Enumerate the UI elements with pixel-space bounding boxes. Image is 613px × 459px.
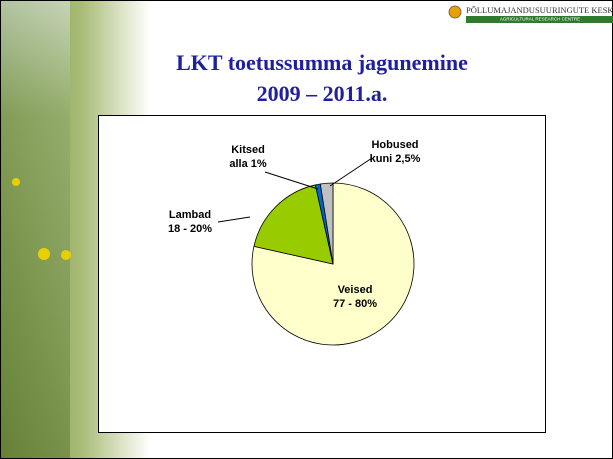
slice-label: Kitsed (231, 144, 265, 156)
org-name: PÕLLUMAJANDUSUURINGUTE KESKUS (466, 5, 613, 15)
flower (38, 248, 50, 260)
slice-label: Lambad (169, 209, 211, 221)
slice-value-label: 18 - 20% (168, 223, 212, 235)
slice-value-label: 77 - 80% (333, 298, 377, 310)
org-name-en: AGRICULTURAL RESEARCH CENTRE (500, 17, 580, 22)
slice-label: Veised (338, 284, 373, 296)
logo-icon (449, 6, 461, 18)
slide: PÕLLUMAJANDUSUURINGUTE KESKUS AGRICULTUR… (0, 0, 613, 459)
chart-title: LKT toetussumma jagunemine (176, 50, 468, 75)
flower (61, 250, 71, 260)
grass-shade (0, 0, 70, 459)
slice-value-label: kuni 2,5% (370, 153, 421, 165)
slice-label: Hobused (371, 139, 418, 151)
chart-subtitle: 2009 – 2011.a. (257, 81, 388, 106)
flower (12, 178, 20, 186)
slice-value-label: alla 1% (229, 158, 267, 170)
